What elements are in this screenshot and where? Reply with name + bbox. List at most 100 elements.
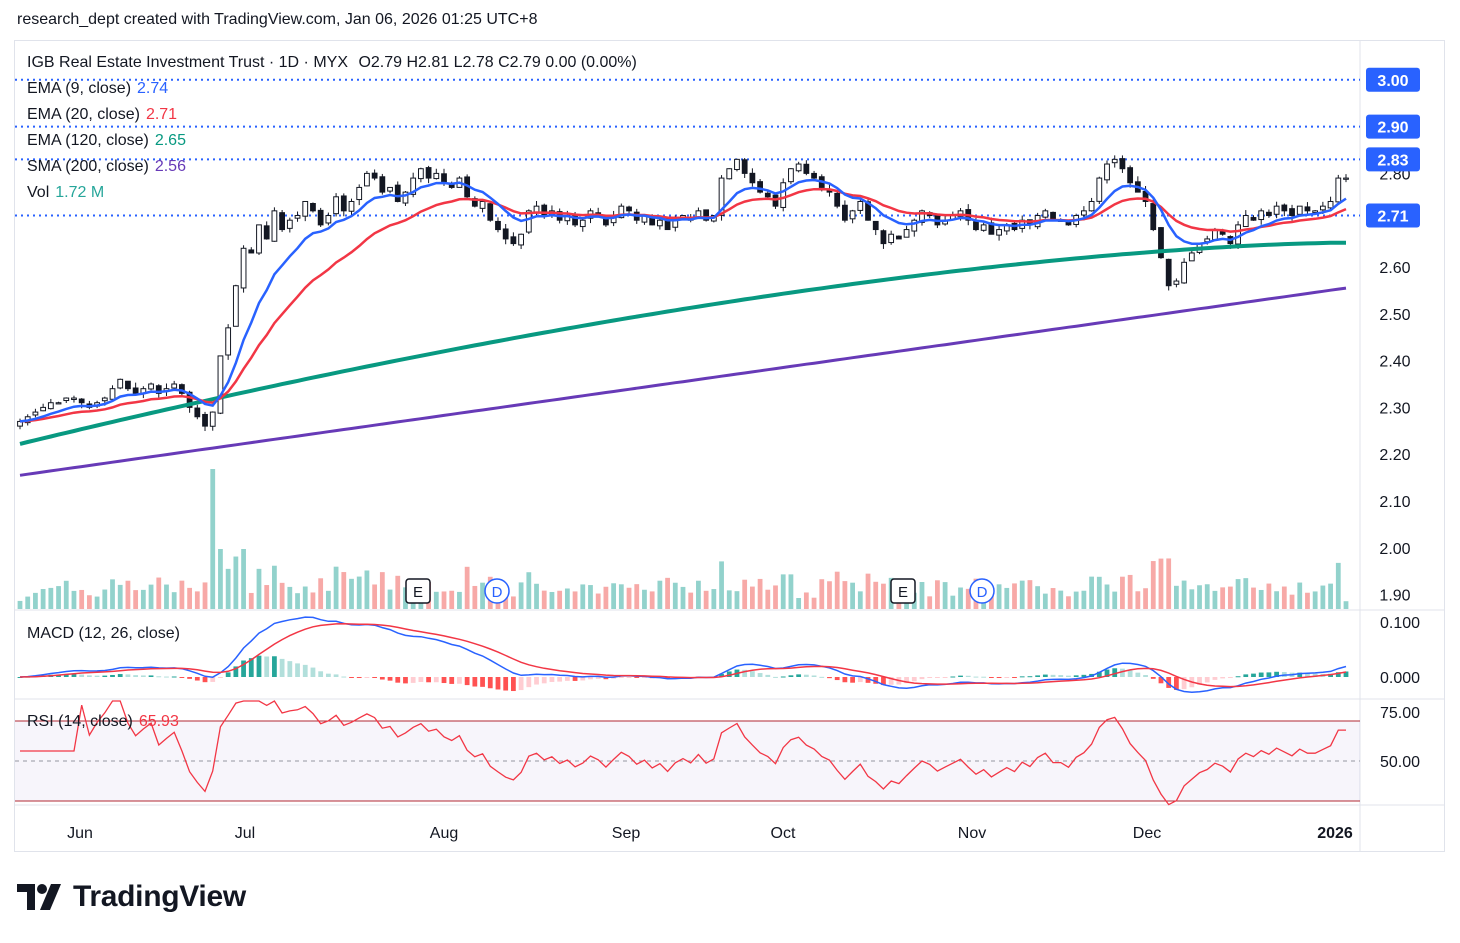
candle-body[interactable] [364, 172, 370, 187]
candle-body[interactable] [125, 380, 131, 390]
earnings-marker[interactable] [890, 578, 916, 604]
candle-body[interactable] [656, 219, 663, 227]
candle-body[interactable] [325, 215, 332, 224]
candle-body[interactable] [903, 229, 910, 238]
candle-body[interactable] [171, 383, 178, 389]
candle-body[interactable] [71, 397, 77, 400]
candle-body[interactable] [286, 219, 293, 229]
candle-body[interactable] [1042, 210, 1049, 218]
candle-body[interactable] [880, 230, 887, 245]
candle-body[interactable] [872, 220, 879, 231]
candle-body[interactable] [32, 411, 39, 416]
candle-body[interactable] [749, 172, 756, 184]
candle-body[interactable] [256, 224, 262, 254]
candle-body[interactable] [225, 327, 232, 356]
candle-body[interactable] [1258, 210, 1265, 221]
candle-body[interactable] [780, 182, 787, 208]
candle-body[interactable] [279, 212, 286, 231]
candle-body[interactable] [55, 402, 62, 405]
candle-body[interactable] [271, 210, 278, 242]
candle-body[interactable] [1266, 211, 1272, 217]
candle-body[interactable] [919, 210, 925, 223]
candle-body[interactable] [155, 385, 162, 394]
candle-body[interactable] [618, 205, 625, 219]
candle-body[interactable] [240, 247, 247, 289]
candle-body[interactable] [510, 236, 517, 245]
candle-body[interactable] [40, 406, 47, 412]
candle-body[interactable] [541, 204, 548, 217]
candle-body[interactable] [1158, 227, 1164, 259]
candle-body[interactable] [148, 383, 154, 390]
earnings-marker[interactable] [405, 578, 431, 604]
candle-body[interactable] [487, 203, 494, 221]
candle-body[interactable] [263, 225, 270, 240]
legend-rsi[interactable]: RSI (14, close) 65.93 [27, 713, 179, 731]
candle-body[interactable] [1319, 205, 1326, 211]
candle-body[interactable] [1281, 204, 1288, 212]
candle-body[interactable] [734, 158, 740, 171]
candle-body[interactable] [232, 285, 239, 327]
candle-body[interactable] [1188, 252, 1195, 262]
legend-macd[interactable]: MACD (12, 26, close) [27, 625, 180, 643]
candle-body[interactable] [63, 397, 70, 402]
candle-body[interactable] [132, 387, 139, 394]
candle-body[interactable] [1165, 258, 1172, 287]
candle-body[interactable] [340, 195, 347, 212]
candle-body[interactable] [1296, 205, 1303, 215]
candle-body[interactable] [1273, 205, 1280, 215]
candle-body[interactable] [1111, 158, 1118, 164]
candle-body[interactable] [1335, 177, 1342, 203]
candle-body[interactable] [417, 168, 424, 180]
candle-body[interactable] [101, 397, 108, 402]
candle-body[interactable] [433, 172, 440, 180]
candle-body[interactable] [973, 221, 979, 231]
candle-body[interactable] [1181, 261, 1187, 284]
candle-body[interactable] [726, 168, 733, 180]
candle-body[interactable] [371, 172, 378, 179]
dividend-marker[interactable] [484, 578, 510, 604]
candle-body[interactable] [78, 398, 85, 404]
candle-body[interactable] [788, 168, 794, 183]
legend-ema120[interactable]: EMA (120, close) 2.65 [27, 132, 186, 150]
candle-body[interactable] [387, 186, 393, 192]
candle-body[interactable] [1096, 177, 1103, 202]
candle-body[interactable] [741, 159, 748, 174]
candle-body[interactable] [1119, 158, 1126, 170]
candle-body[interactable] [379, 176, 386, 193]
candle-body[interactable] [1127, 167, 1134, 184]
dividend-marker[interactable] [969, 578, 995, 604]
candle-body[interactable] [1312, 210, 1319, 213]
candle-body[interactable] [294, 215, 301, 219]
candle-body[interactable] [356, 186, 363, 201]
candle-body[interactable] [202, 413, 208, 427]
candle-body[interactable] [1250, 217, 1257, 221]
candle-body[interactable] [302, 200, 309, 217]
candle-body[interactable] [795, 163, 802, 172]
candle-body[interactable] [1242, 215, 1249, 228]
legend-vol[interactable]: Vol 1.72 M [27, 184, 104, 202]
candle-body[interactable] [109, 388, 116, 400]
candle-body[interactable] [333, 196, 339, 215]
candle-body[interactable] [441, 173, 447, 184]
candle-body[interactable] [911, 219, 918, 232]
candle-body[interactable] [217, 355, 224, 414]
candle-body[interactable] [410, 177, 417, 195]
candle-body[interactable] [186, 391, 193, 408]
candle-body[interactable] [1289, 208, 1295, 217]
candle-body[interactable] [209, 411, 216, 427]
candle-body[interactable] [764, 192, 771, 198]
candle-body[interactable] [626, 206, 632, 212]
candle-body[interactable] [579, 219, 586, 228]
candle-body[interactable] [996, 229, 1002, 236]
candle-body[interactable] [194, 407, 201, 418]
tradingview-logo[interactable]: TradingView [17, 880, 246, 914]
candle-body[interactable] [1080, 210, 1087, 216]
candle-body[interactable] [649, 217, 656, 226]
candle-body[interactable] [1104, 163, 1110, 181]
candle-body[interactable] [310, 203, 316, 212]
candle-body[interactable] [718, 177, 725, 216]
legend-ema20[interactable]: EMA (20, close) 2.71 [27, 106, 177, 124]
candle-body[interactable] [317, 209, 324, 226]
candle-body[interactable] [402, 191, 409, 204]
